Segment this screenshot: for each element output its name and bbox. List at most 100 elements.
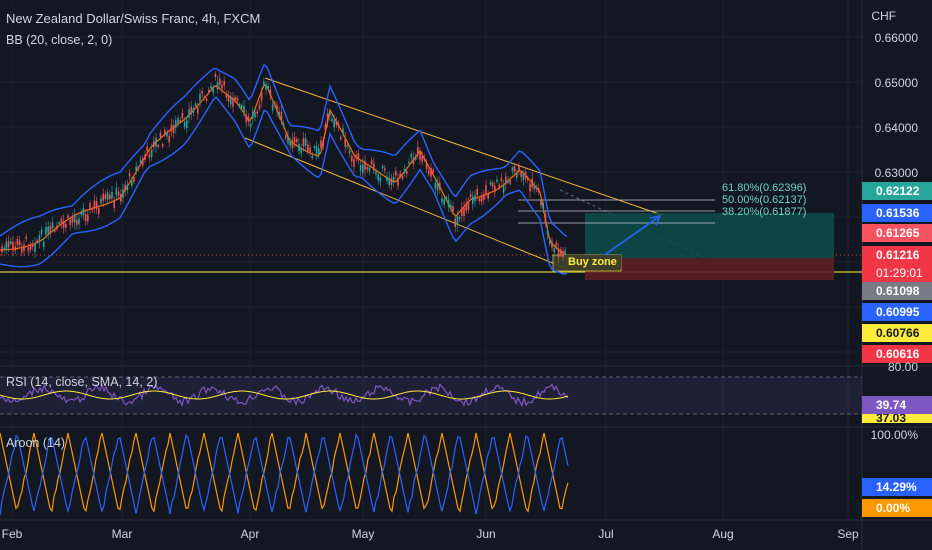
candle-body <box>498 184 500 189</box>
candle-body <box>115 188 118 196</box>
candle-body <box>335 121 338 125</box>
candle-body <box>439 182 441 190</box>
candle-body <box>535 186 538 190</box>
candle-body <box>139 159 142 164</box>
rsi-value-tag: 39.74 <box>862 396 932 414</box>
candle-body <box>269 89 272 96</box>
candle-body <box>84 214 87 222</box>
candle-body <box>23 244 25 251</box>
price-tag: 0.62122 <box>862 182 932 200</box>
candle-body <box>60 218 63 224</box>
candle-body <box>401 175 404 179</box>
bb-indicator-label[interactable]: BB (20, close, 2, 0) <box>6 33 113 47</box>
candle-body <box>159 132 162 137</box>
candle-body <box>263 81 265 85</box>
candle-body <box>555 242 558 246</box>
time-tick: Jul <box>598 527 614 541</box>
candle-body <box>403 169 406 173</box>
candle-body <box>124 185 126 191</box>
candle-body <box>93 200 96 208</box>
candle-body <box>87 214 89 222</box>
candle-body <box>485 185 487 194</box>
candle-body <box>326 113 329 122</box>
candle-body <box>126 184 129 191</box>
candle-body <box>16 238 19 245</box>
candle-body <box>166 132 168 137</box>
long-target-zone <box>585 213 834 258</box>
candle-body <box>56 225 58 230</box>
candle-body <box>82 208 85 216</box>
price-tag: 0.60995 <box>862 303 932 321</box>
candle-body <box>271 104 274 111</box>
candle-body <box>76 219 78 225</box>
candle-body <box>243 105 245 113</box>
candle-body <box>164 130 166 135</box>
aroon-indicator-label[interactable]: Aroon (14) <box>6 436 66 450</box>
symbol-title[interactable]: New Zealand Dollar/Swiss Franc, 4h, FXCM <box>6 11 261 26</box>
candle-body <box>58 222 60 225</box>
candle-body <box>529 183 531 192</box>
candle-body <box>353 159 355 168</box>
candle-body <box>557 249 560 258</box>
candle-body <box>417 147 419 155</box>
candle-body <box>516 172 518 178</box>
fib-level-500: 50.00%(0.62137) <box>722 194 807 206</box>
price-tag: 0.60766 <box>862 324 932 342</box>
candle-body <box>381 166 384 169</box>
candle-body <box>315 146 318 155</box>
candle-body <box>65 223 67 228</box>
candle-body <box>467 202 470 210</box>
candle-body <box>483 193 485 200</box>
time-tick: Mar <box>111 527 133 541</box>
candle-body <box>190 106 192 115</box>
candle-body <box>463 207 465 217</box>
rsi-ma-line <box>0 390 569 400</box>
candle-body <box>293 137 296 144</box>
candle-body <box>296 138 298 143</box>
candle-body <box>25 236 27 239</box>
candle-body <box>540 200 542 206</box>
candle-body <box>313 145 316 148</box>
candle-body <box>181 112 184 119</box>
aroon-pane <box>0 432 569 516</box>
candle-body <box>368 167 371 171</box>
candle-body <box>399 173 401 177</box>
rsi-indicator-label[interactable]: RSI (14, close, SMA, 14, 2) <box>6 375 158 389</box>
price-tick: 0.66000 <box>874 31 918 45</box>
candle-body <box>355 155 357 159</box>
candle-body <box>247 116 250 122</box>
candle-body <box>432 169 434 173</box>
candle-body <box>538 188 540 193</box>
candle-body <box>434 182 437 189</box>
candle-body <box>386 176 388 181</box>
candle-body <box>333 120 335 128</box>
candle-body <box>544 214 547 223</box>
candle-body <box>122 189 124 198</box>
candle-body <box>379 177 382 183</box>
candle-body <box>364 160 366 170</box>
price-tick: 0.64000 <box>874 121 918 135</box>
candle-body <box>461 207 463 216</box>
candle-body <box>507 179 509 183</box>
candle-body <box>428 170 430 175</box>
candle-body <box>161 144 164 147</box>
candle-body <box>3 247 5 251</box>
candle-body <box>452 206 454 212</box>
candle-body <box>392 176 395 183</box>
candle-body <box>390 177 393 186</box>
candle-body <box>142 158 144 166</box>
candle-body <box>320 140 322 148</box>
candle-body <box>223 81 225 86</box>
candle-body <box>199 93 201 101</box>
candle-body <box>150 149 153 158</box>
candle-body <box>225 94 228 98</box>
candle-body <box>450 204 452 209</box>
buy-zone-label[interactable]: Buy zone <box>564 255 621 269</box>
candle-body <box>351 156 353 162</box>
candle-body <box>168 135 170 143</box>
candle-body <box>34 243 36 253</box>
candle-body <box>546 229 549 235</box>
candle-body <box>111 192 113 199</box>
candle-body <box>502 185 505 193</box>
